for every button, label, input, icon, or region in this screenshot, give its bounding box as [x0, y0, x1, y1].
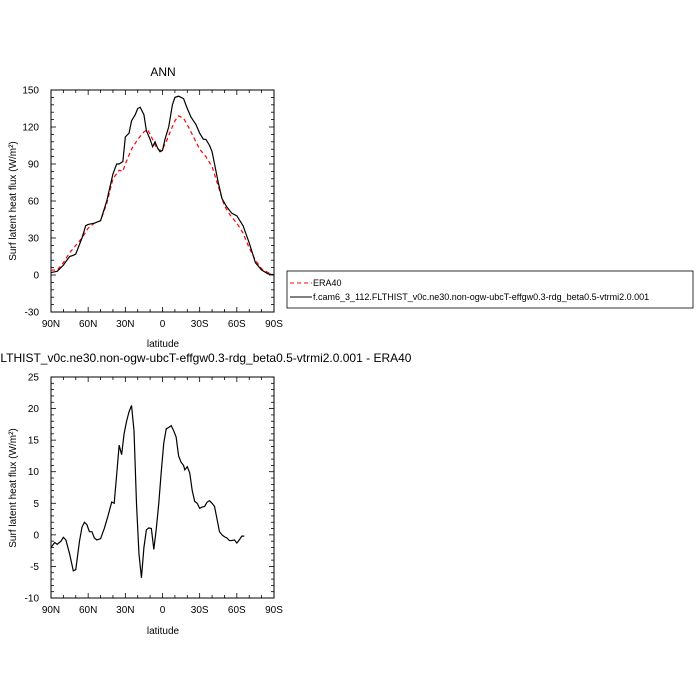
y-tick-label: 10 — [28, 467, 40, 478]
y-tick-label: 0 — [33, 271, 39, 282]
y-tick-label: 90 — [28, 160, 40, 171]
x-tick-label: 90S — [265, 605, 283, 616]
x-tick-label: 60S — [228, 319, 246, 330]
legend-box — [286, 270, 694, 309]
plot-frame — [50, 89, 275, 313]
x-tick-label: 90N — [42, 605, 60, 616]
x-tick-label: 30N — [116, 605, 134, 616]
y-tick-label: 15 — [28, 436, 40, 447]
x-tick-label: 90N — [42, 319, 60, 330]
x-axis-label: latitude — [147, 339, 180, 350]
axis-ticks: 90N 60N 30N 0 30S 60S 90S -30 0 30 60 90 120 150 — [22, 86, 283, 331]
axis-ticks: 90N 60N 30N 0 30S 60S 90S -10 -5 0 5 10 15 20 25 — [25, 373, 284, 617]
y-tick-label: 30 — [28, 234, 40, 245]
y-tick-label: 150 — [22, 86, 39, 97]
x-tick-label: 30N — [116, 319, 134, 330]
x-tick-label: 60S — [228, 605, 246, 616]
y-tick-label: -30 — [25, 308, 40, 319]
y-axis-label: Surf latent heat flux (W/m²) — [8, 141, 19, 260]
x-tick-label: 0 — [160, 319, 166, 330]
x-tick-label: 30S — [191, 319, 209, 330]
series-group — [50, 405, 245, 578]
legend: ERA40 f.cam6_3_112.FLTHIST_v0c.ne30.non-… — [286, 270, 694, 309]
x-tick-label: 30S — [191, 605, 209, 616]
series-line-1 — [50, 95, 275, 276]
y-tick-label: 5 — [33, 499, 39, 510]
plot-frame — [50, 376, 275, 599]
legend-entry-era40: ERA40 — [313, 278, 342, 288]
x-axis-label: latitude — [147, 626, 180, 637]
y-tick-label: 25 — [28, 373, 40, 384]
y-tick-label: 0 — [33, 530, 39, 541]
chart-title: ANN — [150, 65, 175, 79]
y-tick-label: -5 — [30, 562, 39, 573]
x-tick-label: 60N — [79, 319, 97, 330]
x-tick-label: 60N — [79, 605, 97, 616]
panel-annual-mean: ANN 90N 60N 30N 0 30S 60S 90S-300306090120150 … — [8, 65, 283, 350]
legend-entry-model: f.cam6_3_112.FLTHIST_v0c.ne30.non-ogw-ub… — [313, 292, 649, 302]
chart-title: f.cam6_3_112.FLTHIST_v0c.ne30.non-ogw-ub… — [0, 351, 412, 365]
y-tick-label: 20 — [28, 404, 40, 415]
y-tick-label: -10 — [25, 594, 40, 605]
x-tick-label: 0 — [160, 605, 166, 616]
panel-difference: f.cam6_3_112.FLTHIST_v0c.ne30.non-ogw-ub… — [0, 351, 412, 637]
x-tick-label: 90S — [265, 319, 283, 330]
y-tick-label: 60 — [28, 197, 40, 208]
y-axis-label: Surf latent heat flux (W/m²) — [8, 428, 19, 547]
y-tick-label: 120 — [22, 123, 39, 134]
series-line-0 — [51, 115, 275, 276]
series-group — [50, 95, 275, 276]
series-line-0 — [50, 405, 245, 578]
